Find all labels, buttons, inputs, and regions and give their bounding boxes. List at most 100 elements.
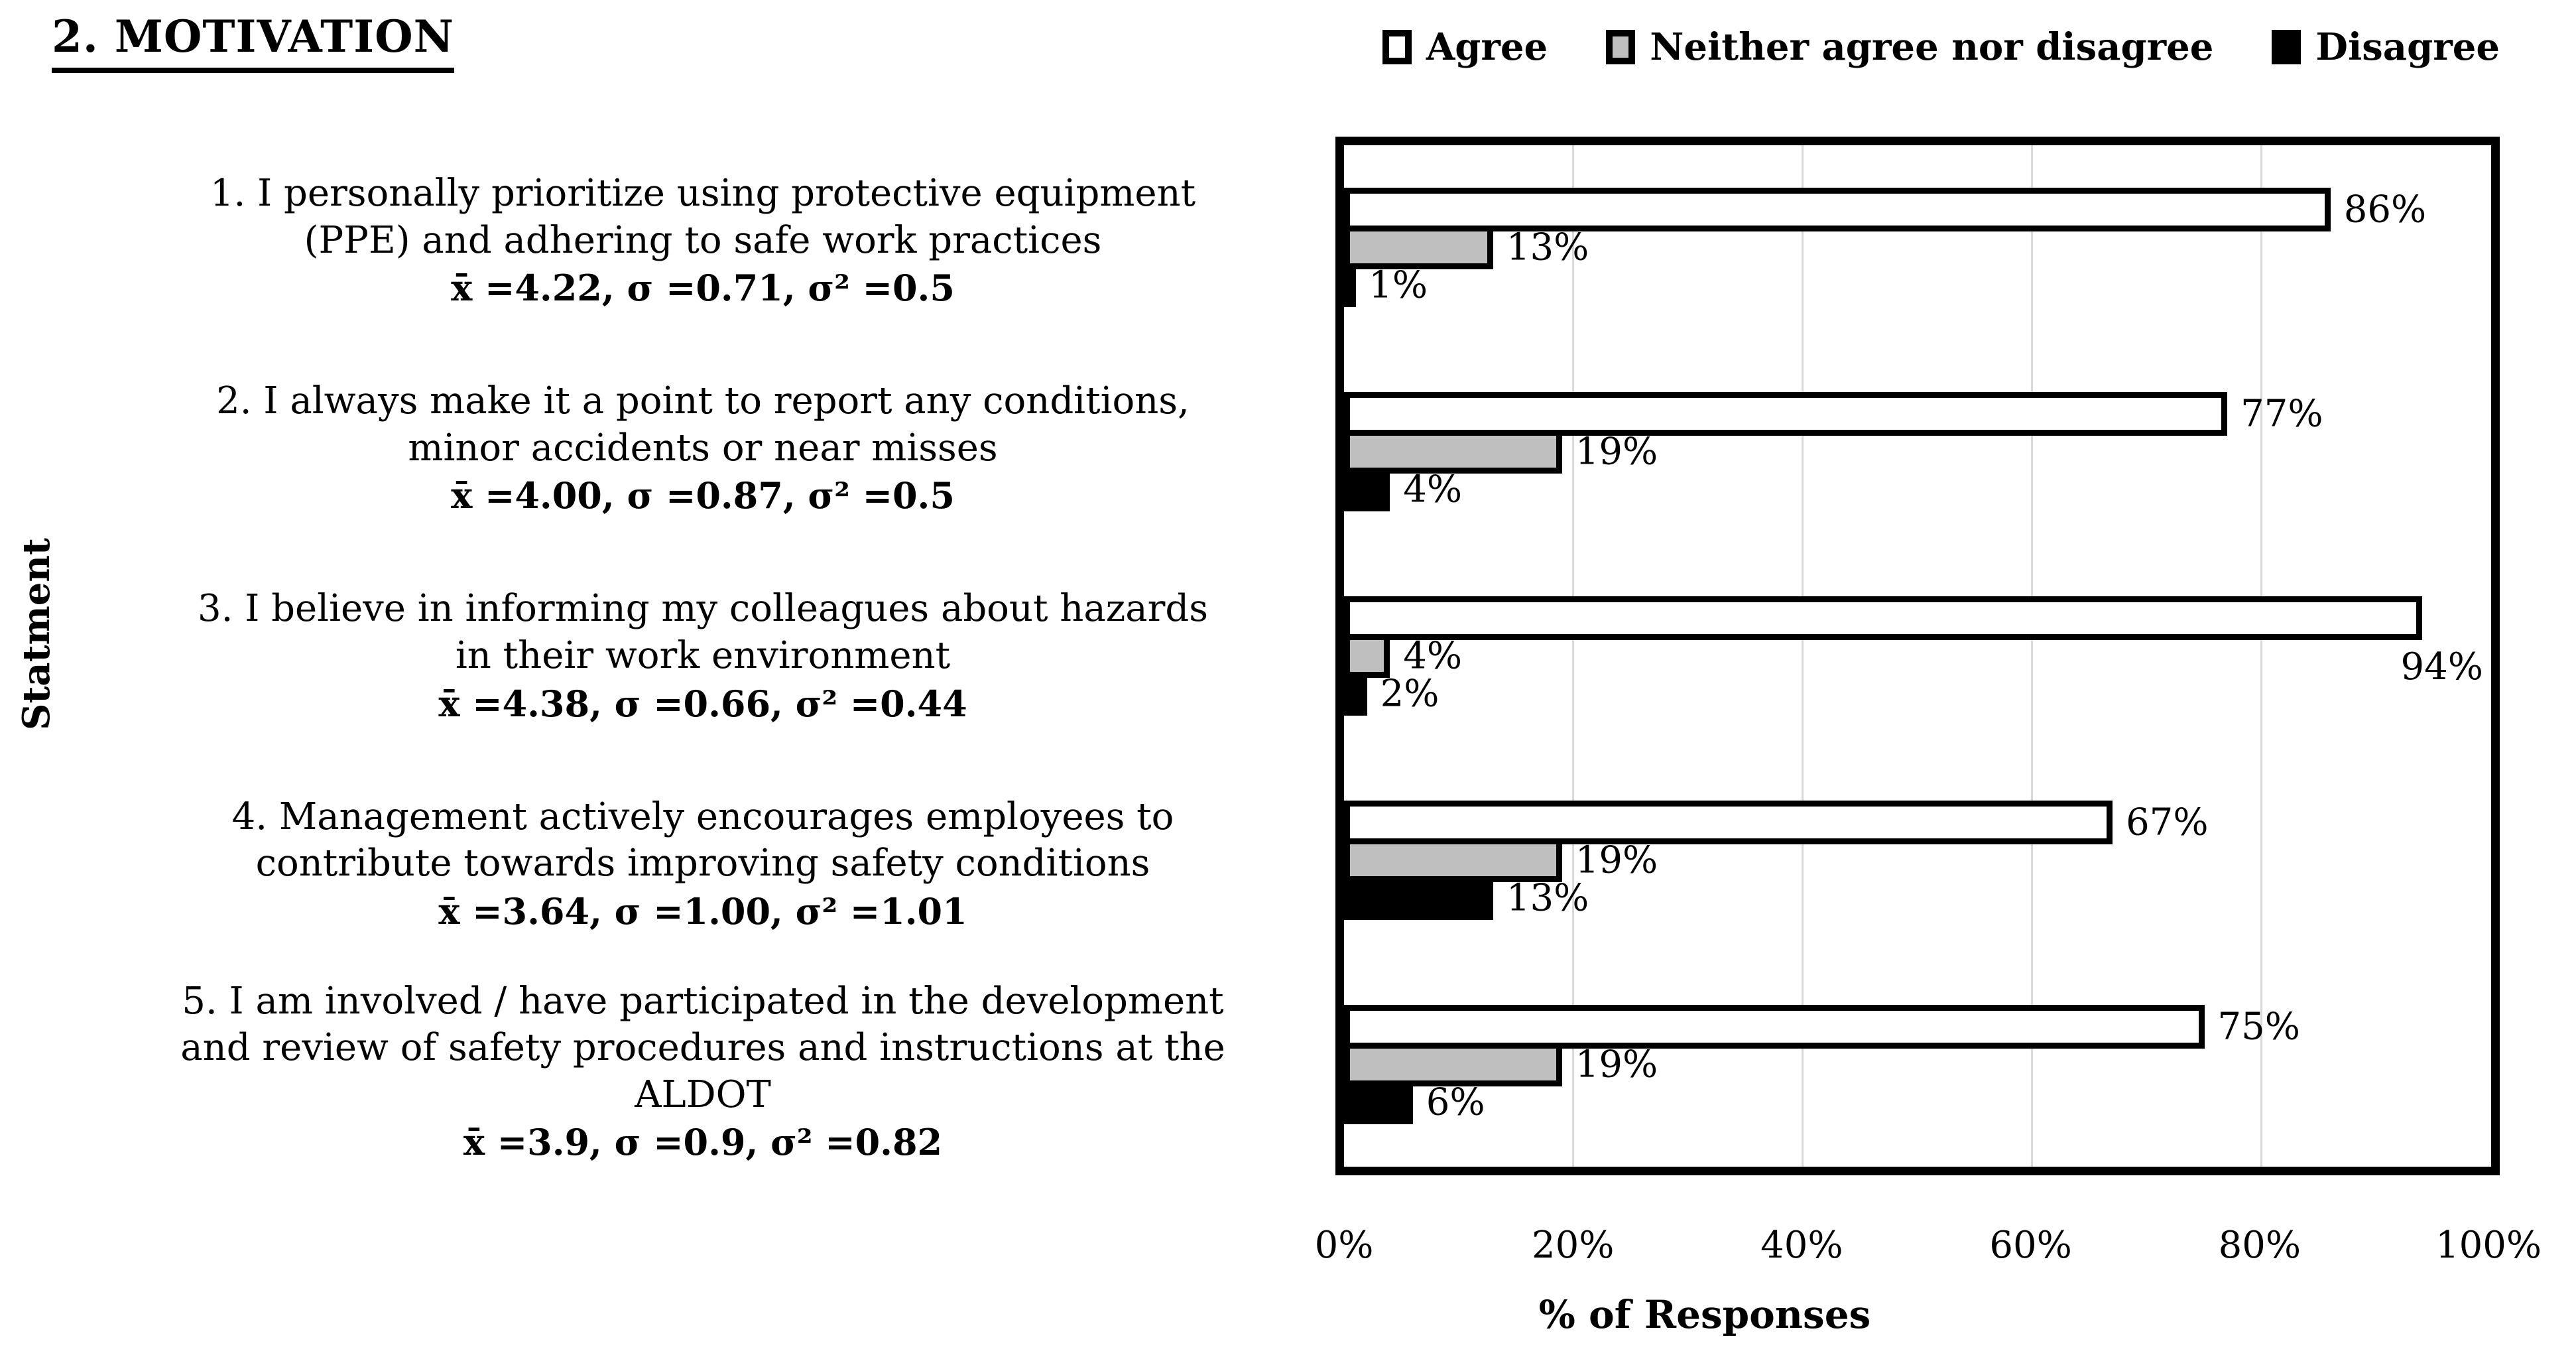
statement-label-5: 5. I am involved / have participated in … — [73, 968, 1333, 1175]
bar-agree — [1344, 1005, 2205, 1049]
bar-disagree — [1344, 672, 1367, 716]
category-labels: 1. I personally prioritize using protect… — [73, 137, 1333, 1175]
data-label: 86% — [2343, 188, 2427, 231]
bar-neither — [1344, 634, 1390, 678]
legend-swatch-neither-icon — [1606, 30, 1636, 64]
bar-stack: 94% 4% 2% — [1344, 596, 2491, 716]
x-axis-ticks: 0% 20% 40% 60% 80% 100% — [1315, 1224, 2542, 1270]
bar-group-5: 75% 19% 6% — [1344, 962, 2491, 1167]
grid-line-60 — [2031, 145, 2033, 1167]
data-label: 2% — [1380, 672, 1440, 716]
statement-text: 2. I always make it a point to report an… — [216, 379, 1190, 423]
statement-label-2: 2. I always make it a point to report an… — [73, 344, 1333, 552]
statement-text: 1. I personally prioritize using protect… — [210, 172, 1196, 216]
bar-stack: 67% 19% 13% — [1344, 801, 2491, 920]
data-label: 19% — [1575, 1043, 1658, 1086]
legend-label: Agree — [1426, 25, 1548, 69]
bar-stack: 75% 19% 6% — [1344, 1005, 2491, 1124]
bar-disagree — [1344, 876, 1493, 920]
data-label: 77% — [2240, 392, 2323, 436]
bar-agree — [1344, 596, 2423, 640]
legend: Agree Neither agree nor disagree Disagree — [1382, 25, 2500, 69]
statement-label-1: 1. I personally prioritize using protect… — [73, 137, 1333, 344]
bar-row: 2% — [1344, 672, 2491, 716]
bar-disagree — [1344, 468, 1390, 511]
statement-text: minor accidents or near misses — [408, 426, 998, 470]
data-label: 13% — [1506, 876, 1589, 920]
bar-row: 6% — [1344, 1080, 2491, 1124]
bar-row: 4% — [1344, 634, 2491, 678]
data-label: 19% — [1575, 838, 1658, 882]
data-label: 4% — [1403, 468, 1463, 511]
bar-neither — [1344, 430, 1562, 474]
legend-item-neither: Neither agree nor disagree — [1606, 25, 2213, 69]
plot-area: 86% 13% 1% 77% 19% 4% 94% 4% 2% 67% 19% 13% 75% 19% 6% — [1335, 137, 2500, 1175]
statement-text: 3. I believe in informing my colleagues … — [198, 587, 1208, 631]
statement-stats: x̄ =4.22, σ =0.71, σ² =0.5 — [451, 267, 955, 310]
bar-agree — [1344, 188, 2331, 231]
bar-row: 4% — [1344, 468, 2491, 511]
legend-swatch-disagree-icon — [2272, 30, 2301, 64]
statement-text: 4. Management actively encourages employ… — [231, 795, 1174, 838]
x-tick-label: 80% — [2218, 1224, 2301, 1267]
bar-group-2: 77% 19% 4% — [1344, 350, 2491, 554]
bar-row: 1% — [1344, 263, 2491, 307]
bar-row: 75% — [1344, 1005, 2491, 1049]
bar-agree — [1344, 392, 2228, 436]
bar-stack: 86% 13% 1% — [1344, 188, 2491, 307]
legend-item-agree: Agree — [1382, 25, 1548, 69]
bar-row: 13% — [1344, 876, 2491, 920]
legend-item-disagree: Disagree — [2272, 25, 2500, 69]
bar-row: 19% — [1344, 430, 2491, 474]
bar-disagree — [1344, 1080, 1413, 1124]
legend-swatch-agree-icon — [1382, 30, 1412, 64]
grid-line-40 — [1802, 145, 1804, 1167]
bar-neither — [1344, 1043, 1562, 1086]
bar-row: 19% — [1344, 1043, 2491, 1086]
statement-stats: x̄ =4.38, σ =0.66, σ² =0.44 — [438, 682, 967, 725]
y-axis-label: Statment — [15, 538, 58, 730]
data-label: 75% — [2217, 1005, 2300, 1049]
x-tick-label: 60% — [1989, 1224, 2072, 1267]
bar-row: 13% — [1344, 226, 2491, 269]
data-label: 6% — [1426, 1080, 1485, 1124]
bar-group-1: 86% 13% 1% — [1344, 145, 2491, 350]
grid-line-80 — [2260, 145, 2262, 1167]
data-label: 1% — [1369, 263, 1428, 307]
data-label: 67% — [2126, 801, 2209, 844]
x-tick-label: 0% — [1314, 1224, 1374, 1267]
statement-text: contribute towards improving safety cond… — [255, 842, 1150, 885]
x-tick-label: 40% — [1760, 1224, 1843, 1267]
statement-stats: x̄ =3.64, σ =1.00, σ² =1.01 — [438, 889, 967, 933]
x-tick-label: 20% — [1531, 1224, 1615, 1267]
bar-row: 94% — [1344, 596, 2491, 688]
bar-disagree — [1344, 263, 1356, 307]
statement-text: 5. I am involved / have participated in … — [182, 979, 1224, 1023]
x-tick-label: 100% — [2435, 1224, 2542, 1267]
x-axis-label: % of Responses — [1538, 1292, 1871, 1337]
data-label: 13% — [1506, 226, 1589, 269]
chart-title: 2. MOTIVATION — [52, 11, 454, 73]
data-label: 94% — [2400, 645, 2483, 688]
bar-neither — [1344, 226, 1493, 269]
bar-agree — [1344, 801, 2113, 844]
bar-row: 86% — [1344, 188, 2491, 231]
statement-stats: x̄ =4.00, σ =0.87, σ² =0.5 — [451, 474, 955, 517]
statement-text: (PPE) and adhering to safe work practice… — [304, 218, 1102, 262]
bar-row: 77% — [1344, 392, 2491, 436]
statement-label-3: 3. I believe in informing my colleagues … — [73, 552, 1333, 759]
statement-text: in their work environment — [455, 633, 951, 677]
statement-stats: x̄ =3.9, σ =0.9, σ² =0.82 — [463, 1121, 943, 1164]
bar-stack: 77% 19% 4% — [1344, 392, 2491, 511]
grid-line-20 — [1572, 145, 1574, 1167]
bar-group-4: 67% 19% 13% — [1344, 758, 2491, 962]
bar-row: 67% — [1344, 801, 2491, 844]
legend-label: Disagree — [2315, 25, 2500, 69]
statement-text: and review of safety procedures and inst… — [180, 1026, 1225, 1070]
statement-label-4: 4. Management actively encourages employ… — [73, 760, 1333, 968]
statement-text: ALDOT — [635, 1072, 771, 1116]
legend-label: Neither agree nor disagree — [1650, 25, 2214, 69]
bar-group-3: 94% 4% 2% — [1344, 554, 2491, 758]
data-label: 4% — [1403, 634, 1463, 678]
